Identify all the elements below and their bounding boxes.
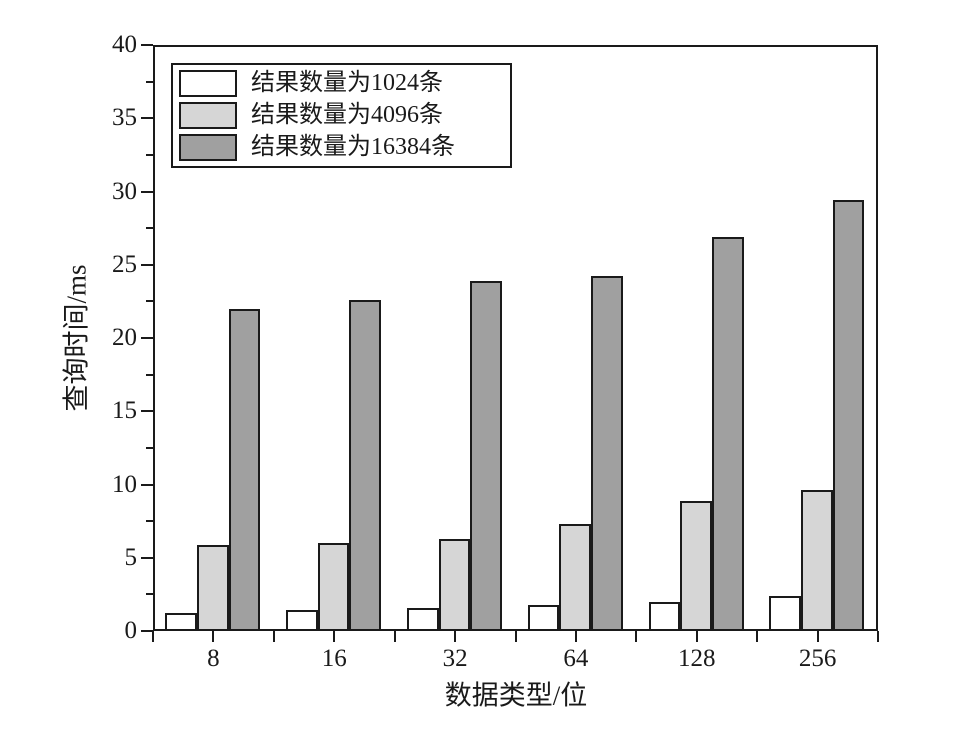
y-axis-major-tick: [141, 483, 153, 486]
y-axis-minor-tick: [146, 446, 153, 449]
legend-row: 结果数量为4096条: [179, 102, 510, 129]
x-axis-tick-label: 8: [207, 645, 220, 672]
x-axis-tick-label: 256: [798, 645, 837, 672]
x-axis-tick: [514, 631, 517, 642]
legend-label: 结果数量为4096条: [251, 102, 443, 128]
y-axis-tick-label: 25: [112, 250, 137, 278]
x-axis-tick: [212, 631, 215, 642]
y-axis-tick-label: 0: [124, 617, 138, 644]
x-axis-tick: [454, 631, 457, 642]
y-axis-tick-label: 5: [124, 543, 138, 571]
x-axis-tick: [152, 631, 154, 642]
legend-swatch: [179, 134, 237, 161]
y-axis-tick-label: 30: [112, 177, 137, 205]
x-axis-tick: [333, 631, 336, 642]
y-axis-major-tick: [141, 263, 153, 266]
x-axis-tick: [574, 631, 577, 642]
bar-结果数量为4096条-256: [801, 490, 833, 631]
legend-label: 结果数量为16384条: [251, 134, 455, 160]
y-axis-minor-tick: [146, 227, 153, 230]
legend-swatch: [179, 102, 237, 129]
y-axis-title: 查询时间/ms: [61, 264, 92, 412]
bar-结果数量为1024条-256: [769, 595, 802, 631]
bar-结果数量为1024条-32: [406, 607, 439, 631]
y-axis-major-tick: [141, 117, 153, 120]
legend-swatch: [179, 70, 237, 97]
y-axis-minor-tick: [146, 80, 153, 83]
x-axis-tick: [877, 631, 879, 642]
x-axis-title: 数据类型/位: [444, 680, 588, 711]
bar-结果数量为4096条-8: [196, 544, 229, 631]
y-axis-major-tick: [141, 630, 153, 632]
y-axis-tick-label: 15: [112, 397, 137, 425]
y-axis-major-tick: [141, 190, 153, 193]
y-axis-minor-tick: [146, 373, 153, 376]
y-axis-minor-tick: [146, 520, 153, 523]
x-axis-tick-label: 32: [442, 645, 468, 672]
x-axis-tick-label: 64: [563, 645, 589, 672]
bar-结果数量为1024条-128: [648, 601, 681, 631]
y-axis-minor-tick: [146, 593, 153, 596]
x-axis-tick: [816, 631, 819, 642]
y-axis-major-tick: [141, 44, 153, 46]
bar-结果数量为1024条-8: [165, 613, 197, 631]
x-axis-tick: [695, 631, 698, 642]
bar-结果数量为4096条-64: [559, 524, 592, 631]
bar-结果数量为16384条-128: [711, 236, 744, 631]
x-axis-tick: [272, 631, 275, 642]
legend-label: 结果数量为1024条: [251, 70, 443, 96]
bar-结果数量为1024条-64: [527, 604, 560, 631]
y-axis-minor-tick: [146, 153, 153, 156]
bar-结果数量为16384条-256: [832, 200, 865, 631]
x-axis-tick: [393, 631, 396, 642]
y-axis-tick-label: 20: [112, 324, 137, 351]
legend: 结果数量为1024条 结果数量为4096条 结果数量为16384条: [171, 63, 512, 168]
x-axis-tick-label: 16: [321, 645, 347, 672]
y-axis-major-tick: [141, 410, 153, 413]
y-axis-tick-label: 40: [112, 31, 137, 58]
x-axis-tick: [635, 631, 638, 642]
bar-结果数量为4096条-32: [438, 538, 471, 631]
x-axis-tick: [756, 631, 759, 642]
y-axis-major-tick: [141, 337, 153, 339]
bar-结果数量为16384条-32: [470, 280, 502, 631]
bar-结果数量为1024条-16: [286, 610, 318, 631]
y-axis-tick-label: 35: [112, 104, 137, 132]
y-axis-minor-tick: [146, 300, 153, 303]
bar-结果数量为4096条-128: [680, 500, 712, 631]
legend-row: 结果数量为1024条: [179, 70, 510, 97]
bar-结果数量为16384条-8: [228, 308, 261, 631]
x-axis-tick-label: 128: [678, 645, 716, 672]
y-axis-tick-label: 10: [112, 470, 137, 498]
bar-结果数量为16384条-64: [591, 276, 623, 631]
y-axis-major-tick: [141, 556, 153, 559]
bar-结果数量为16384条-16: [349, 299, 382, 631]
bar-结果数量为4096条-16: [317, 543, 350, 631]
legend-row: 结果数量为16384条: [179, 134, 510, 161]
